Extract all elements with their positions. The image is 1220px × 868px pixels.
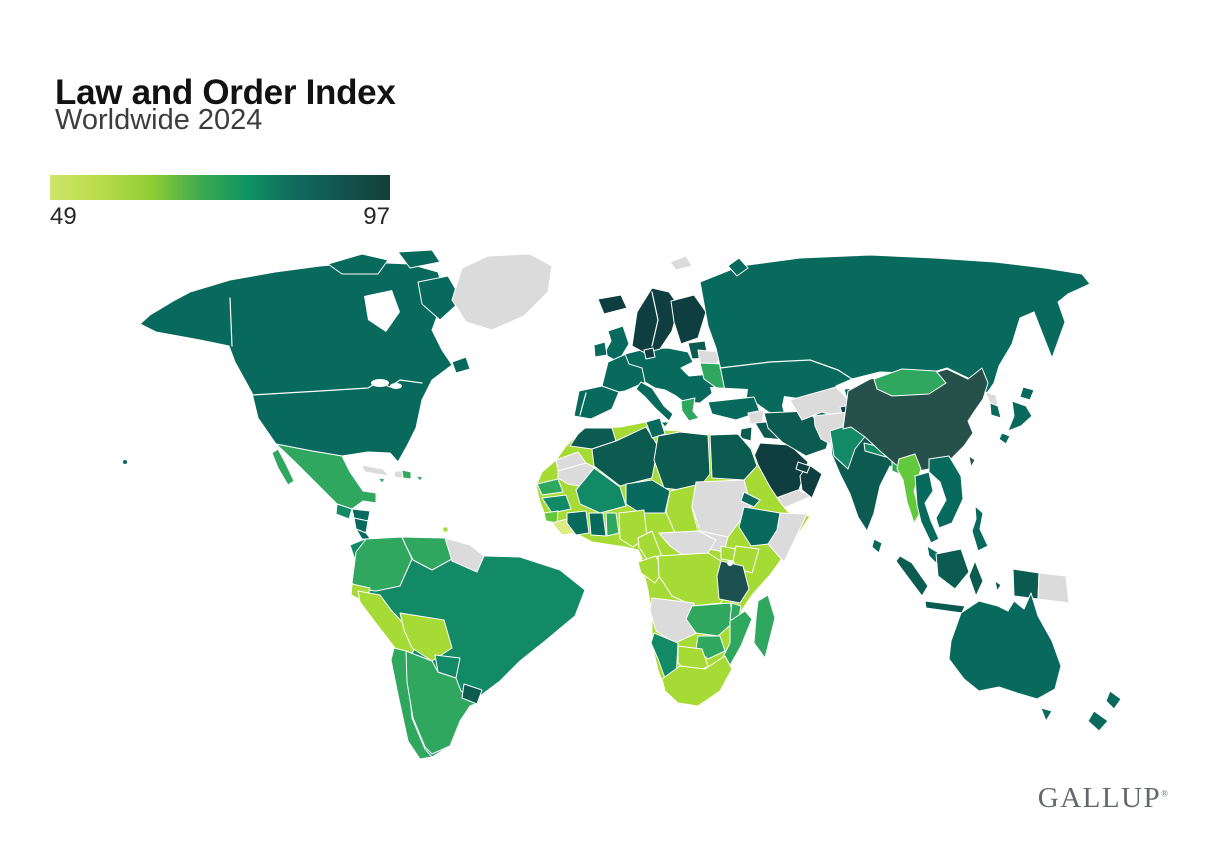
page-subtitle: Worldwide 2024 xyxy=(55,104,263,136)
country-usa-canada xyxy=(139,261,453,463)
country-newfoundland xyxy=(451,356,471,374)
country-indonesia-moluccas xyxy=(994,580,1002,592)
country-norway-sweden xyxy=(631,287,680,354)
country-denmark xyxy=(643,347,656,360)
country-new-zealand xyxy=(1087,710,1109,732)
country-sri-lanka xyxy=(871,538,883,554)
country-togo-benin xyxy=(605,512,620,537)
legend-min-label: 49 xyxy=(50,203,77,230)
country-guatemala xyxy=(335,503,353,520)
country-italy xyxy=(635,381,674,422)
country-mexico xyxy=(275,443,377,510)
country-guinea xyxy=(541,494,572,514)
registered-trademark-mark: ® xyxy=(1161,788,1168,799)
border-us-canada xyxy=(251,379,423,396)
country-eritrea xyxy=(740,491,761,508)
border-russia-kazakhstan xyxy=(719,359,853,380)
country-turkey xyxy=(707,396,761,421)
country-haiti xyxy=(393,470,404,479)
country-indonesia-sulawesi xyxy=(968,560,984,597)
hudson-bay xyxy=(364,290,400,332)
country-novaya-zemlya xyxy=(727,257,749,277)
legend-labels: 49 97 xyxy=(50,203,390,231)
country-australia xyxy=(948,592,1062,700)
country-baja-california xyxy=(271,448,295,486)
country-papua-new-guinea xyxy=(1037,572,1070,604)
border-portugal-spain xyxy=(579,392,587,416)
country-congo-gabon xyxy=(637,555,664,584)
country-tunisia xyxy=(645,417,666,439)
country-egypt xyxy=(709,433,758,481)
country-sicily xyxy=(660,421,670,428)
region-central-europe xyxy=(624,347,716,404)
world-choropleth-map xyxy=(122,250,1122,760)
country-iceland xyxy=(597,294,628,315)
lake-victoria xyxy=(727,560,733,566)
country-ghana xyxy=(588,512,607,537)
country-svalbard xyxy=(669,255,693,271)
arctic-island xyxy=(327,253,389,275)
country-mongolia xyxy=(873,368,947,397)
country-jordan-israel xyxy=(739,426,753,442)
country-uae xyxy=(795,461,811,474)
country-japan xyxy=(1019,386,1035,401)
country-finland xyxy=(670,294,707,345)
border-alaska-canada xyxy=(229,297,233,347)
country-ireland xyxy=(593,341,608,358)
country-indonesia-sumatra xyxy=(895,555,929,597)
country-cuba xyxy=(360,464,390,477)
country-mozambique xyxy=(719,610,753,670)
country-greenland xyxy=(451,253,553,331)
gallup-logo: GALLUP® xyxy=(1038,782,1168,815)
gallup-wordmark: GALLUP xyxy=(1037,782,1162,814)
country-madagascar xyxy=(753,594,776,659)
country-tanzania xyxy=(716,560,750,604)
country-philippines xyxy=(971,505,989,552)
country-south-africa xyxy=(661,655,733,707)
country-new-zealand xyxy=(1105,690,1122,710)
country-guyana-suriname xyxy=(444,537,485,573)
country-indonesia-papua xyxy=(1012,568,1040,600)
country-baffin-island xyxy=(417,275,463,321)
country-paraguay xyxy=(434,654,461,679)
country-sierra-leone xyxy=(543,510,559,524)
country-greece xyxy=(680,397,700,422)
country-japan xyxy=(998,432,1011,445)
country-senegal xyxy=(536,478,564,496)
country-puerto-rico xyxy=(415,475,424,482)
country-indonesia-borneo xyxy=(935,548,970,590)
country-thailand xyxy=(914,471,940,544)
country-myanmar xyxy=(896,453,922,524)
arctic-island xyxy=(397,250,441,269)
legend-max-label: 97 xyxy=(363,203,390,230)
country-dominican-republic xyxy=(401,469,412,480)
country-ivory-coast xyxy=(566,510,590,536)
country-somalia xyxy=(767,512,808,563)
legend-gradient xyxy=(50,175,390,200)
country-uruguay xyxy=(461,683,483,705)
country-niger xyxy=(625,479,671,514)
country-trinidad xyxy=(442,526,449,533)
border-norway-sweden xyxy=(651,291,659,347)
country-japan xyxy=(1007,400,1033,432)
country-taiwan xyxy=(968,455,976,468)
country-jamaica xyxy=(377,477,386,484)
country-hawaii xyxy=(122,459,128,465)
country-south-korea xyxy=(989,402,1002,419)
country-mali xyxy=(575,467,627,514)
country-drc xyxy=(657,552,730,607)
page-title: Law and Order Index xyxy=(55,73,396,113)
country-tasmania xyxy=(1040,707,1053,722)
country-vietnam-laos-cambodia xyxy=(928,455,964,529)
country-indonesia-java xyxy=(924,600,966,614)
